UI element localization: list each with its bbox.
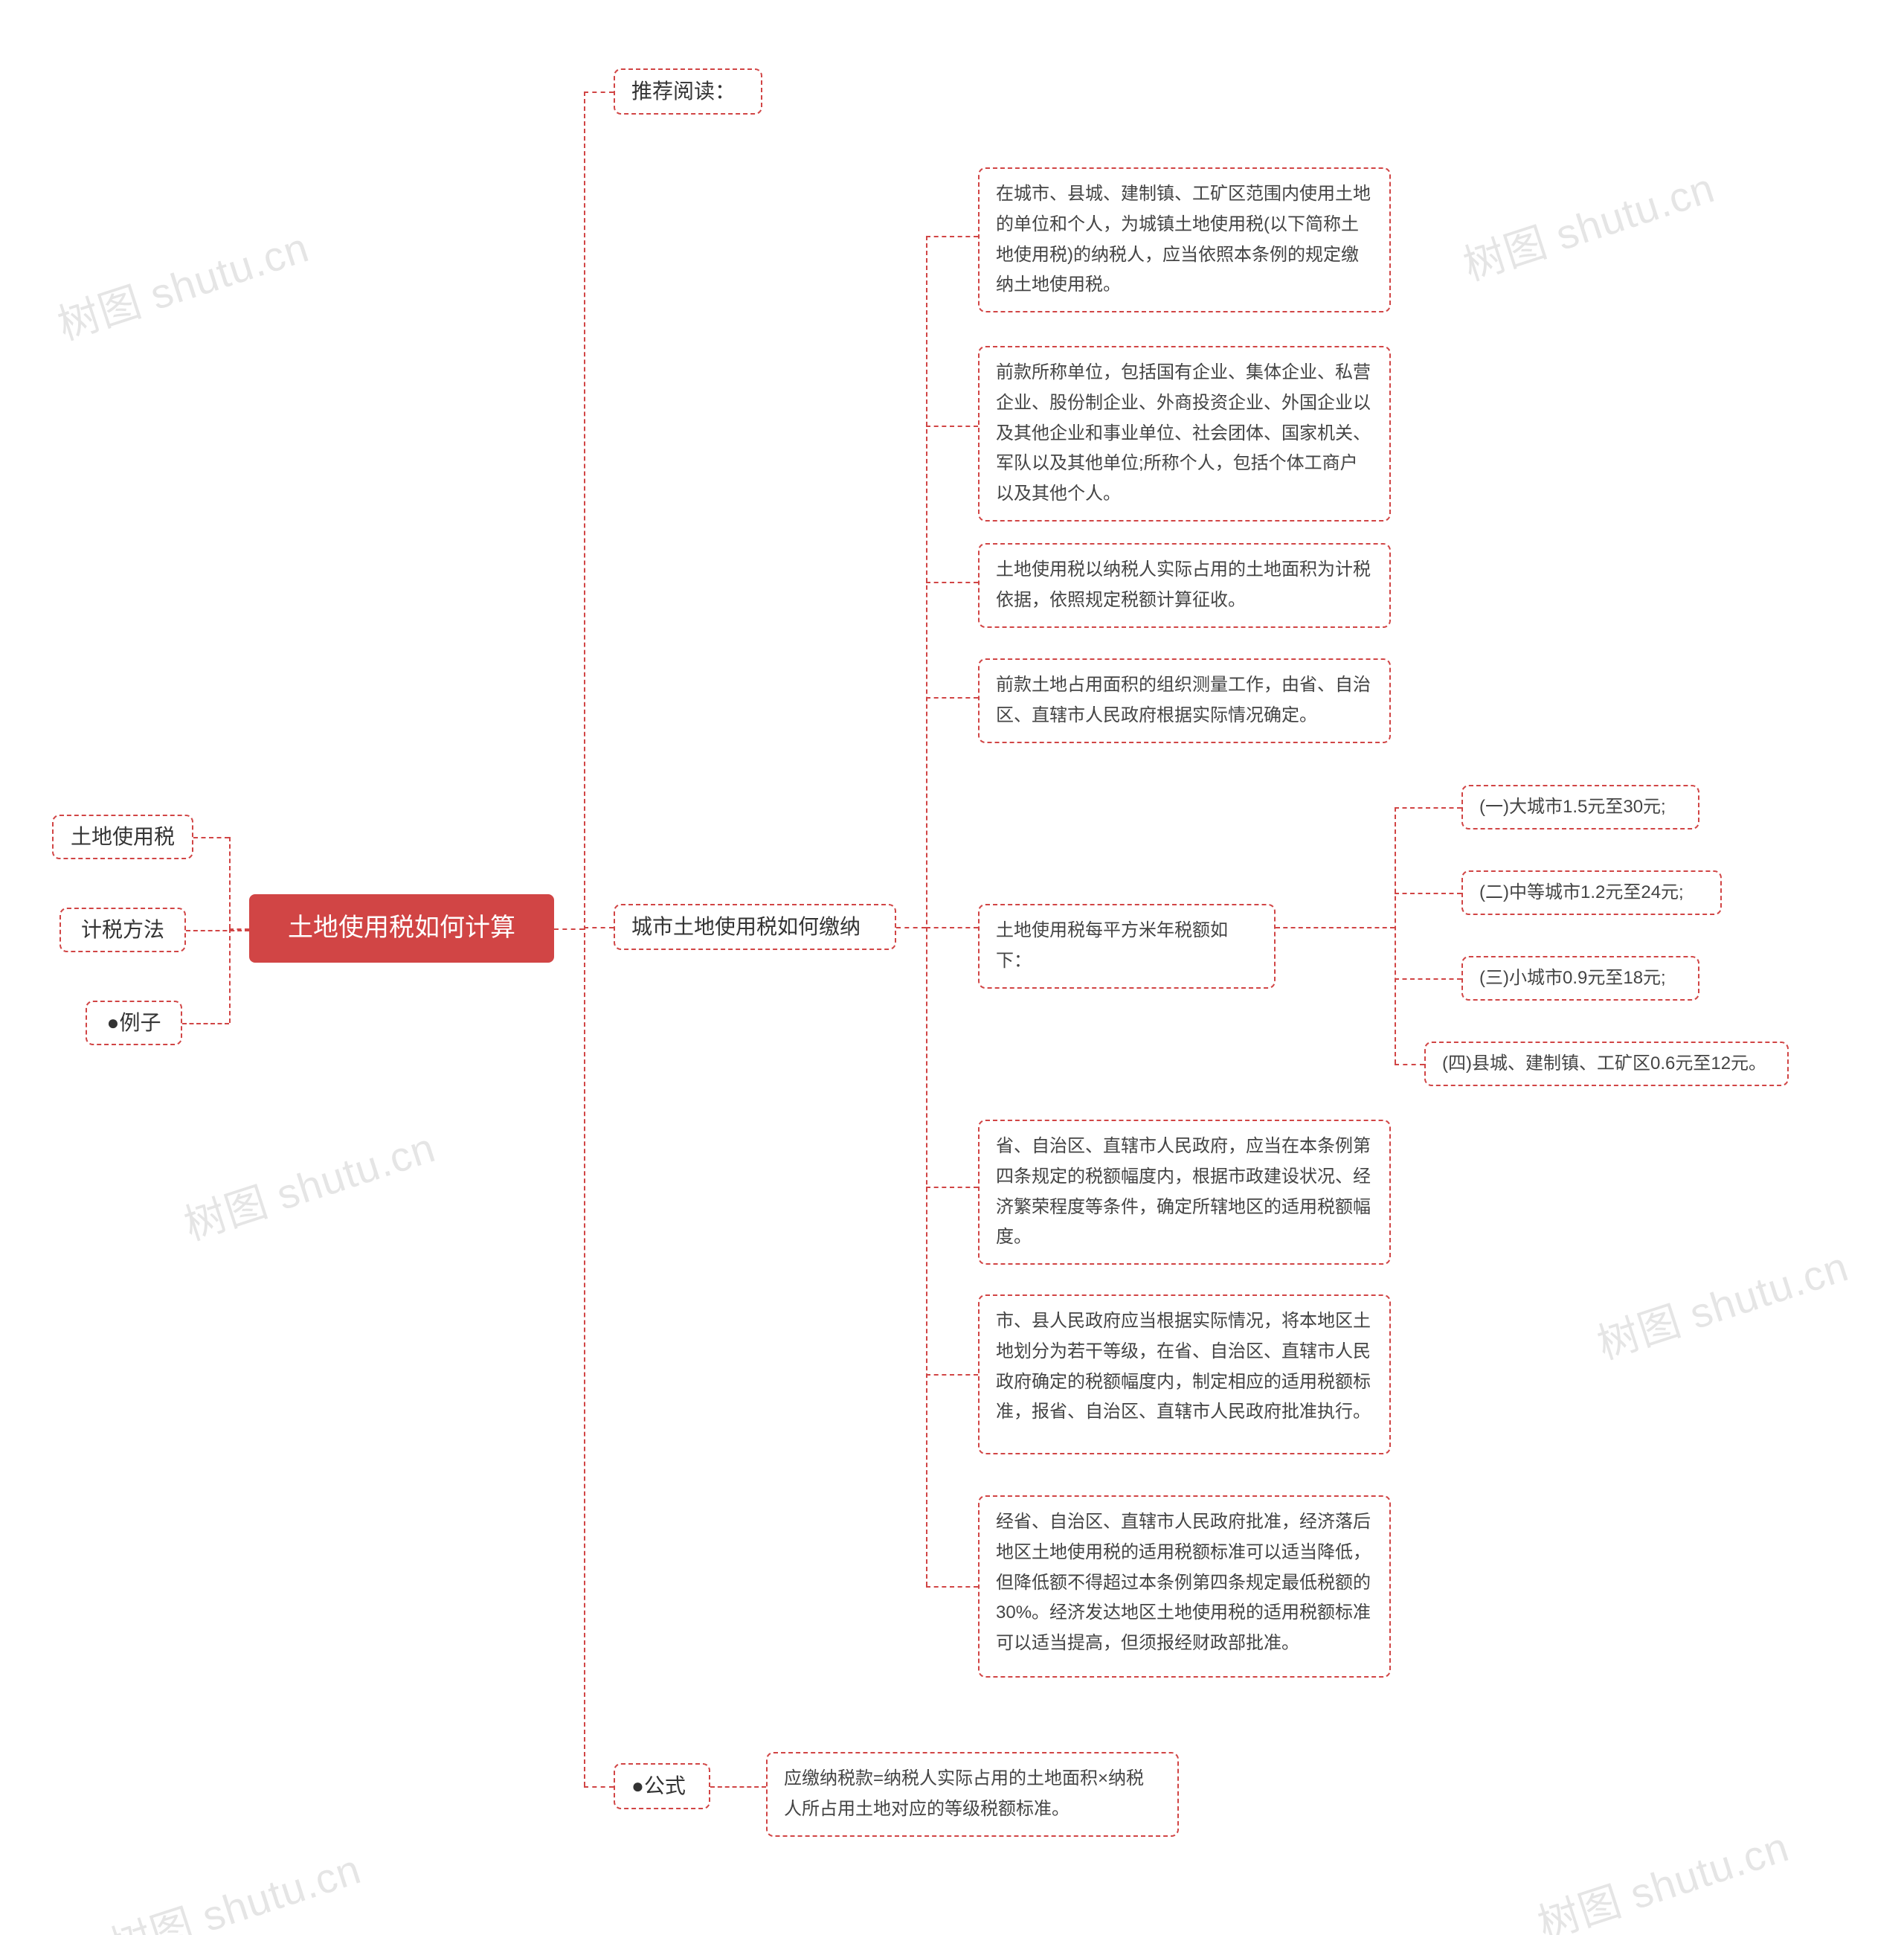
grand-node-g1: (一)大城市1.5元至30元; [1461, 785, 1699, 829]
connector-h-4 [182, 1023, 229, 1024]
connector-v-12 [926, 236, 927, 1586]
left-node-l3: ●例子 [86, 1001, 182, 1045]
leaf-node-c1: 在城市、县城、建制镇、工矿区范围内使用土地的单位和个人，为城镇土地使用税(以下简… [978, 167, 1391, 312]
connector-h-24 [1395, 893, 1461, 894]
leaf-node-c8: 经省、自治区、直辖市人民政府批准，经济落后地区土地使用税的适用税额标准可以适当降… [978, 1495, 1391, 1678]
watermark-4: 树图 shutu.cn [101, 1836, 367, 1935]
watermark-3: 树图 shutu.cn [1589, 1233, 1855, 1371]
leaf-node-c2: 前款所称单位，包括国有企业、集体企业、私营企业、股份制企业、外商投资企业、外国企… [978, 346, 1391, 522]
connector-v-22 [1395, 807, 1396, 1064]
formula-node: 应缴纳税款=纳税人实际占用的土地面积×纳税人所占用土地对应的等级税额标准。 [766, 1752, 1179, 1837]
connector-v-7 [584, 92, 585, 1786]
leaf-node-c4: 前款土地占用面积的组织测量工作，由省、自治区、直辖市人民政府根据实际情况确定。 [978, 658, 1391, 743]
connector-v-1 [229, 837, 231, 928]
leaf-node-c7: 市、县人民政府应当根据实际情况，将本地区土地划分为若干等级，在省、自治区、直辖市… [978, 1294, 1391, 1454]
watermark-0: 树图 shutu.cn [49, 214, 315, 352]
leaf-node-c3: 土地使用税以纳税人实际占用的土地面积为计税依据，依照规定税额计算征收。 [978, 543, 1391, 628]
connector-h-21 [1276, 927, 1395, 928]
left-node-l1: 土地使用税 [52, 815, 193, 859]
connector-h-20 [926, 1586, 978, 1588]
grand-node-g4: (四)县城、建制镇、工矿区0.6元至12元。 [1424, 1042, 1789, 1086]
connector-h-13 [926, 236, 978, 237]
connector-h-11 [896, 927, 926, 928]
connector-h-17 [926, 927, 978, 928]
connector-h-15 [926, 582, 978, 583]
connector-h-8 [584, 92, 614, 93]
right-node-r2: 城市土地使用税如何缴纳 [614, 904, 896, 950]
grand-node-g3: (三)小城市0.9元至18元; [1461, 956, 1699, 1001]
connector-h-6 [554, 928, 584, 930]
connector-h-25 [1395, 978, 1461, 980]
leaf-node-c6: 省、自治区、直辖市人民政府，应当在本条例第四条规定的税额幅度内，根据市政建设状况… [978, 1120, 1391, 1265]
left-node-l2: 计税方法 [60, 908, 186, 952]
right-node-r3: ●公式 [614, 1763, 710, 1809]
connector-h-10 [584, 1786, 614, 1788]
connector-h-3 [186, 930, 249, 931]
watermark-5: 树图 shutu.cn [1529, 1814, 1795, 1935]
connector-h-9 [584, 927, 614, 928]
connector-h-18 [926, 1187, 978, 1188]
connector-v-5 [229, 928, 231, 1023]
connector-h-27 [710, 1786, 766, 1788]
connector-h-16 [926, 697, 978, 699]
connector-h-19 [926, 1374, 978, 1376]
watermark-2: 树图 shutu.cn [176, 1114, 442, 1252]
right-node-r1: 推荐阅读： [614, 68, 762, 115]
root-node: 土地使用税如何计算 [249, 894, 554, 963]
connector-h-23 [1395, 807, 1461, 809]
grand-node-g2: (二)中等城市1.2元至24元; [1461, 870, 1722, 915]
watermark-1: 树图 shutu.cn [1455, 155, 1721, 292]
connector-h-26 [1395, 1064, 1424, 1065]
connector-h-14 [926, 426, 978, 427]
leaf-node-c5: 土地使用税每平方米年税额如下： [978, 904, 1276, 989]
connector-h-0 [193, 837, 229, 838]
